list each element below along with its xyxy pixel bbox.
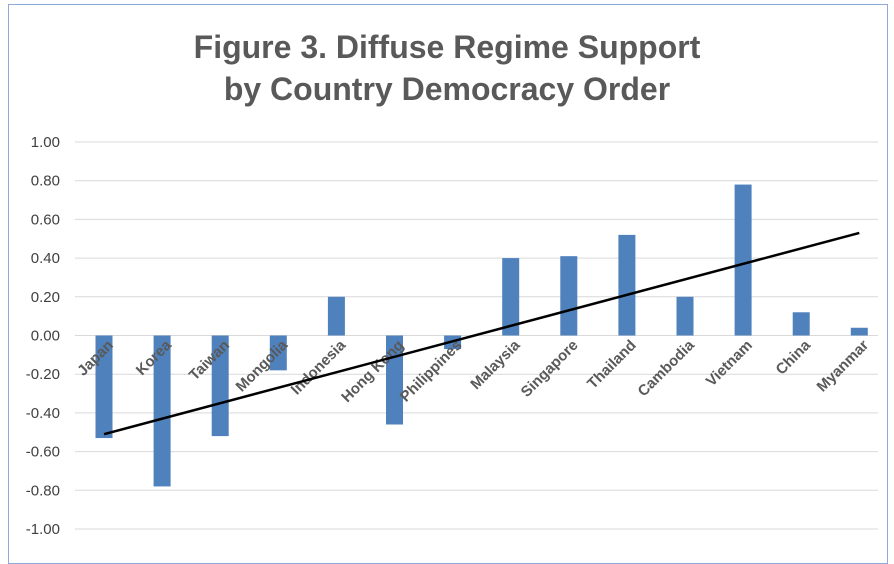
- bar-mongolia: [269, 335, 287, 371]
- chart-title-line-2: by Country Democracy Order: [223, 71, 671, 107]
- y-tick-label: -0.40: [26, 405, 60, 422]
- bar-korea: [153, 335, 171, 487]
- y-tick-label: 0.40: [31, 250, 60, 267]
- bar-malaysia: [502, 258, 520, 336]
- x-tick-label: Thailand: [584, 337, 640, 393]
- x-tick-label: Vietnam: [703, 337, 756, 390]
- x-tick-label: Singapore: [518, 337, 582, 401]
- chart-title-line-1: Figure 3. Diffuse Regime Support: [193, 29, 701, 65]
- y-tick-label: -1.00: [26, 521, 60, 538]
- y-tick-label: 1.00: [31, 134, 60, 151]
- bar-myanmar: [850, 327, 868, 336]
- y-tick-label: 0.60: [31, 211, 60, 228]
- y-tick-label: 0.20: [31, 289, 60, 306]
- x-tick-label: China: [773, 336, 815, 378]
- gridlines: [75, 141, 878, 530]
- x-tick-label: Cambodia: [635, 336, 699, 400]
- y-axis-ticks: 1.00 0.80 0.60 0.40 0.20 0.00 -0.20 -0.40 -0.60 -…: [26, 134, 60, 538]
- y-tick-label: -0.20: [26, 366, 60, 383]
- bar-japan: [95, 335, 113, 439]
- x-tick-label: Myanmar: [814, 337, 873, 396]
- x-tick-label: Indonesia: [288, 336, 350, 398]
- trendline-layer: [103, 231, 860, 436]
- y-tick-label: -0.80: [26, 482, 60, 499]
- bar-thailand: [618, 234, 636, 336]
- chart-title: Figure 3. Diffuse Regime Support by Coun…: [0, 26, 894, 110]
- bar-cambodia: [676, 296, 694, 336]
- trendline: [103, 231, 860, 436]
- x-tick-label: Malaysia: [467, 336, 524, 393]
- y-tick-label: -0.60: [26, 444, 60, 461]
- bar-singapore: [560, 256, 578, 336]
- bar-taiwan: [211, 335, 229, 437]
- y-tick-label: 0.80: [31, 173, 60, 190]
- bar-vietnam: [734, 184, 752, 336]
- bar-indonesia: [327, 296, 345, 336]
- bar-china: [792, 312, 810, 336]
- y-tick-label: 0.00: [31, 328, 60, 345]
- plot-area: 1.00 0.80 0.60 0.40 0.20 0.00 -0.20 -0.40 -0.60 -…: [26, 134, 878, 538]
